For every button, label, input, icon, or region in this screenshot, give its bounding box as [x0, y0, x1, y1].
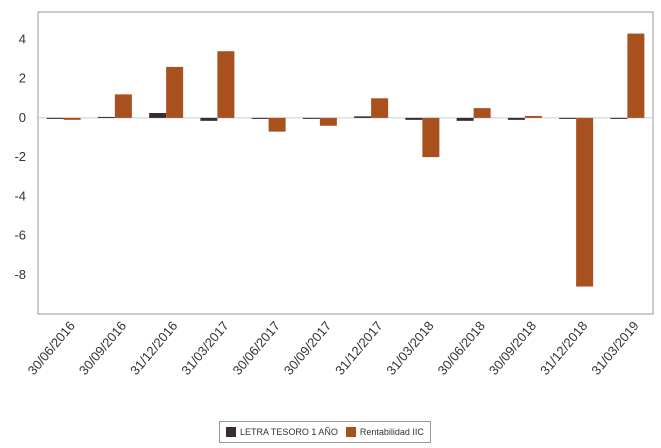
x-tick-label: 31/12/2016 [127, 318, 180, 377]
x-tick-label: 30/09/2016 [76, 318, 129, 377]
plot-area [37, 11, 654, 315]
bar-series-1 [559, 117, 577, 119]
x-tick-label: 31/12/2017 [332, 318, 385, 377]
legend-label-series-2: Rentabilidad IIC [359, 427, 424, 437]
y-axis-ticks: 4 2 0 -2 -4 -6 -8 [14, 31, 26, 281]
bar-series-2 [473, 108, 491, 118]
x-tick-label: 31/03/2018 [383, 318, 436, 377]
legend-swatch-series-2 [345, 427, 356, 437]
bar-series-2 [524, 115, 542, 118]
bar-series-1 [97, 116, 115, 118]
legend-swatch-series-1 [226, 427, 236, 437]
bar-series-2 [627, 33, 645, 118]
x-tick-label: 30/06/2018 [435, 318, 488, 377]
bar-series-1 [46, 117, 64, 119]
bars [46, 33, 645, 287]
bar-series-1 [354, 116, 372, 118]
x-tick-label: 30/09/2017 [281, 318, 334, 377]
x-tick-label: 31/03/2017 [178, 318, 231, 377]
y-tick-label: 4 [19, 31, 26, 46]
y-tick-label: -4 [14, 188, 26, 203]
bar-series-2 [319, 117, 337, 126]
bar-series-1 [149, 112, 167, 118]
bar-series-1 [251, 117, 269, 119]
legend-item-series-2: Rentabilidad IIC [345, 427, 424, 437]
bar-series-2 [114, 94, 132, 118]
y-tick-label: -8 [14, 267, 26, 282]
legend-label-series-1: LETRA TESORO 1 AÑO [240, 427, 338, 437]
bar-series-2 [63, 117, 81, 120]
x-tick-label: 30/06/2016 [25, 318, 78, 377]
bar-series-2 [268, 117, 286, 132]
bar-series-2 [166, 66, 184, 118]
bar-series-2 [217, 51, 235, 118]
x-tick-label: 30/06/2017 [230, 318, 283, 377]
legend: LETRA TESORO 1 AÑO Rentabilidad IIC [219, 421, 431, 443]
legend-item-series-1: LETRA TESORO 1 AÑO [226, 427, 338, 437]
x-tick-label: 30/09/2018 [486, 318, 539, 377]
bar-series-1 [456, 117, 474, 121]
bar-series-2 [422, 117, 440, 158]
bar-series-2 [576, 117, 594, 287]
y-tick-label: 2 [19, 71, 26, 86]
bar-series-2 [371, 98, 389, 118]
bar-series-1 [200, 117, 218, 121]
bar-series-1 [405, 117, 423, 120]
x-tick-label: 31/03/2019 [588, 318, 641, 377]
y-tick-label: -2 [14, 149, 26, 164]
bar-series-1 [507, 117, 525, 120]
y-tick-label: -6 [14, 228, 26, 243]
bar-series-1 [302, 117, 320, 119]
x-tick-label: 31/12/2018 [537, 318, 590, 377]
x-axis-labels: 30/06/201630/09/201631/12/201631/03/2017… [25, 318, 642, 377]
y-tick-label: 0 [19, 110, 26, 125]
bar-series-1 [610, 117, 628, 119]
